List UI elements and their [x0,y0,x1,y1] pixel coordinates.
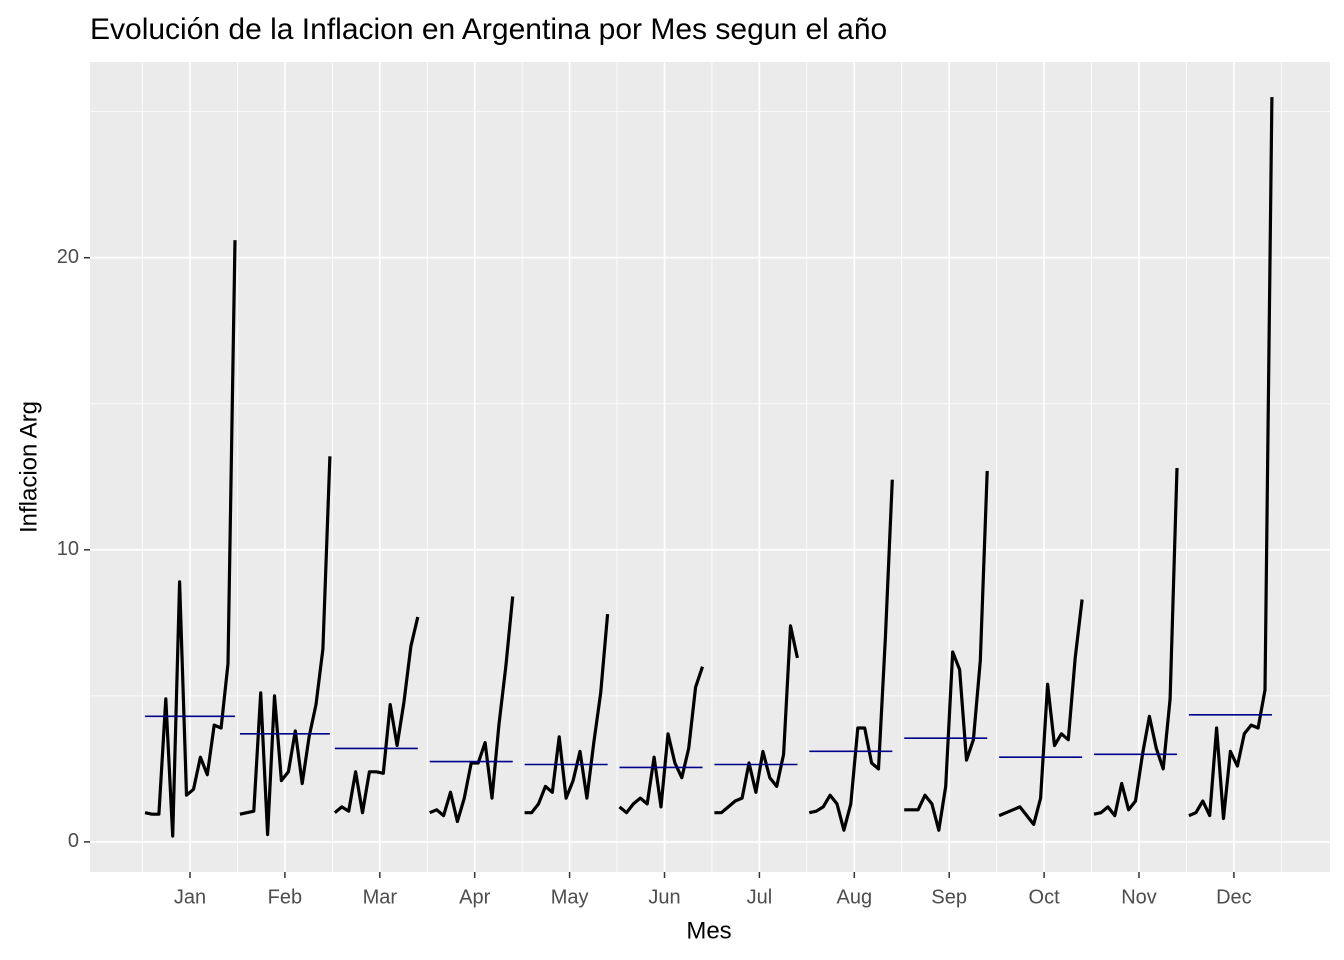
x-tick-label: May [551,886,589,908]
subseries-line [808,479,894,832]
subseries-line [524,613,610,815]
x-tick-label: Jun [648,886,680,908]
subseries-line [239,456,332,837]
x-tick-label: Jul [747,886,773,908]
subseries-line [998,599,1084,827]
x-tick-label: Oct [1029,886,1061,908]
subseries-line [1093,467,1179,818]
y-tick-label: 20 [57,246,79,268]
x-tick-label: Jan [174,886,206,908]
subseries-line [714,624,799,815]
chart-title: Evolución de la Inflacion en Argentina p… [90,13,887,46]
subseries-line [904,470,989,832]
subseries-line [429,596,515,824]
x-tick-label: Feb [268,886,302,908]
x-tick-label: Apr [459,886,490,908]
x-tick-label: Nov [1121,886,1157,908]
y-tick-label: 0 [68,830,79,852]
subseries-line [1188,97,1274,821]
subseries-line [144,240,237,838]
subseries-line [618,666,705,815]
y-axis-label: Inflacion Arg [15,401,42,533]
subseries-line [333,616,420,815]
x-axis-label: Mes [686,917,731,944]
x-tick-label: Sep [931,886,967,908]
x-tick-label: Mar [363,886,398,908]
y-tick-label: 10 [57,538,79,560]
x-tick-label: Aug [837,886,873,908]
x-tick-label: Dec [1216,886,1252,908]
